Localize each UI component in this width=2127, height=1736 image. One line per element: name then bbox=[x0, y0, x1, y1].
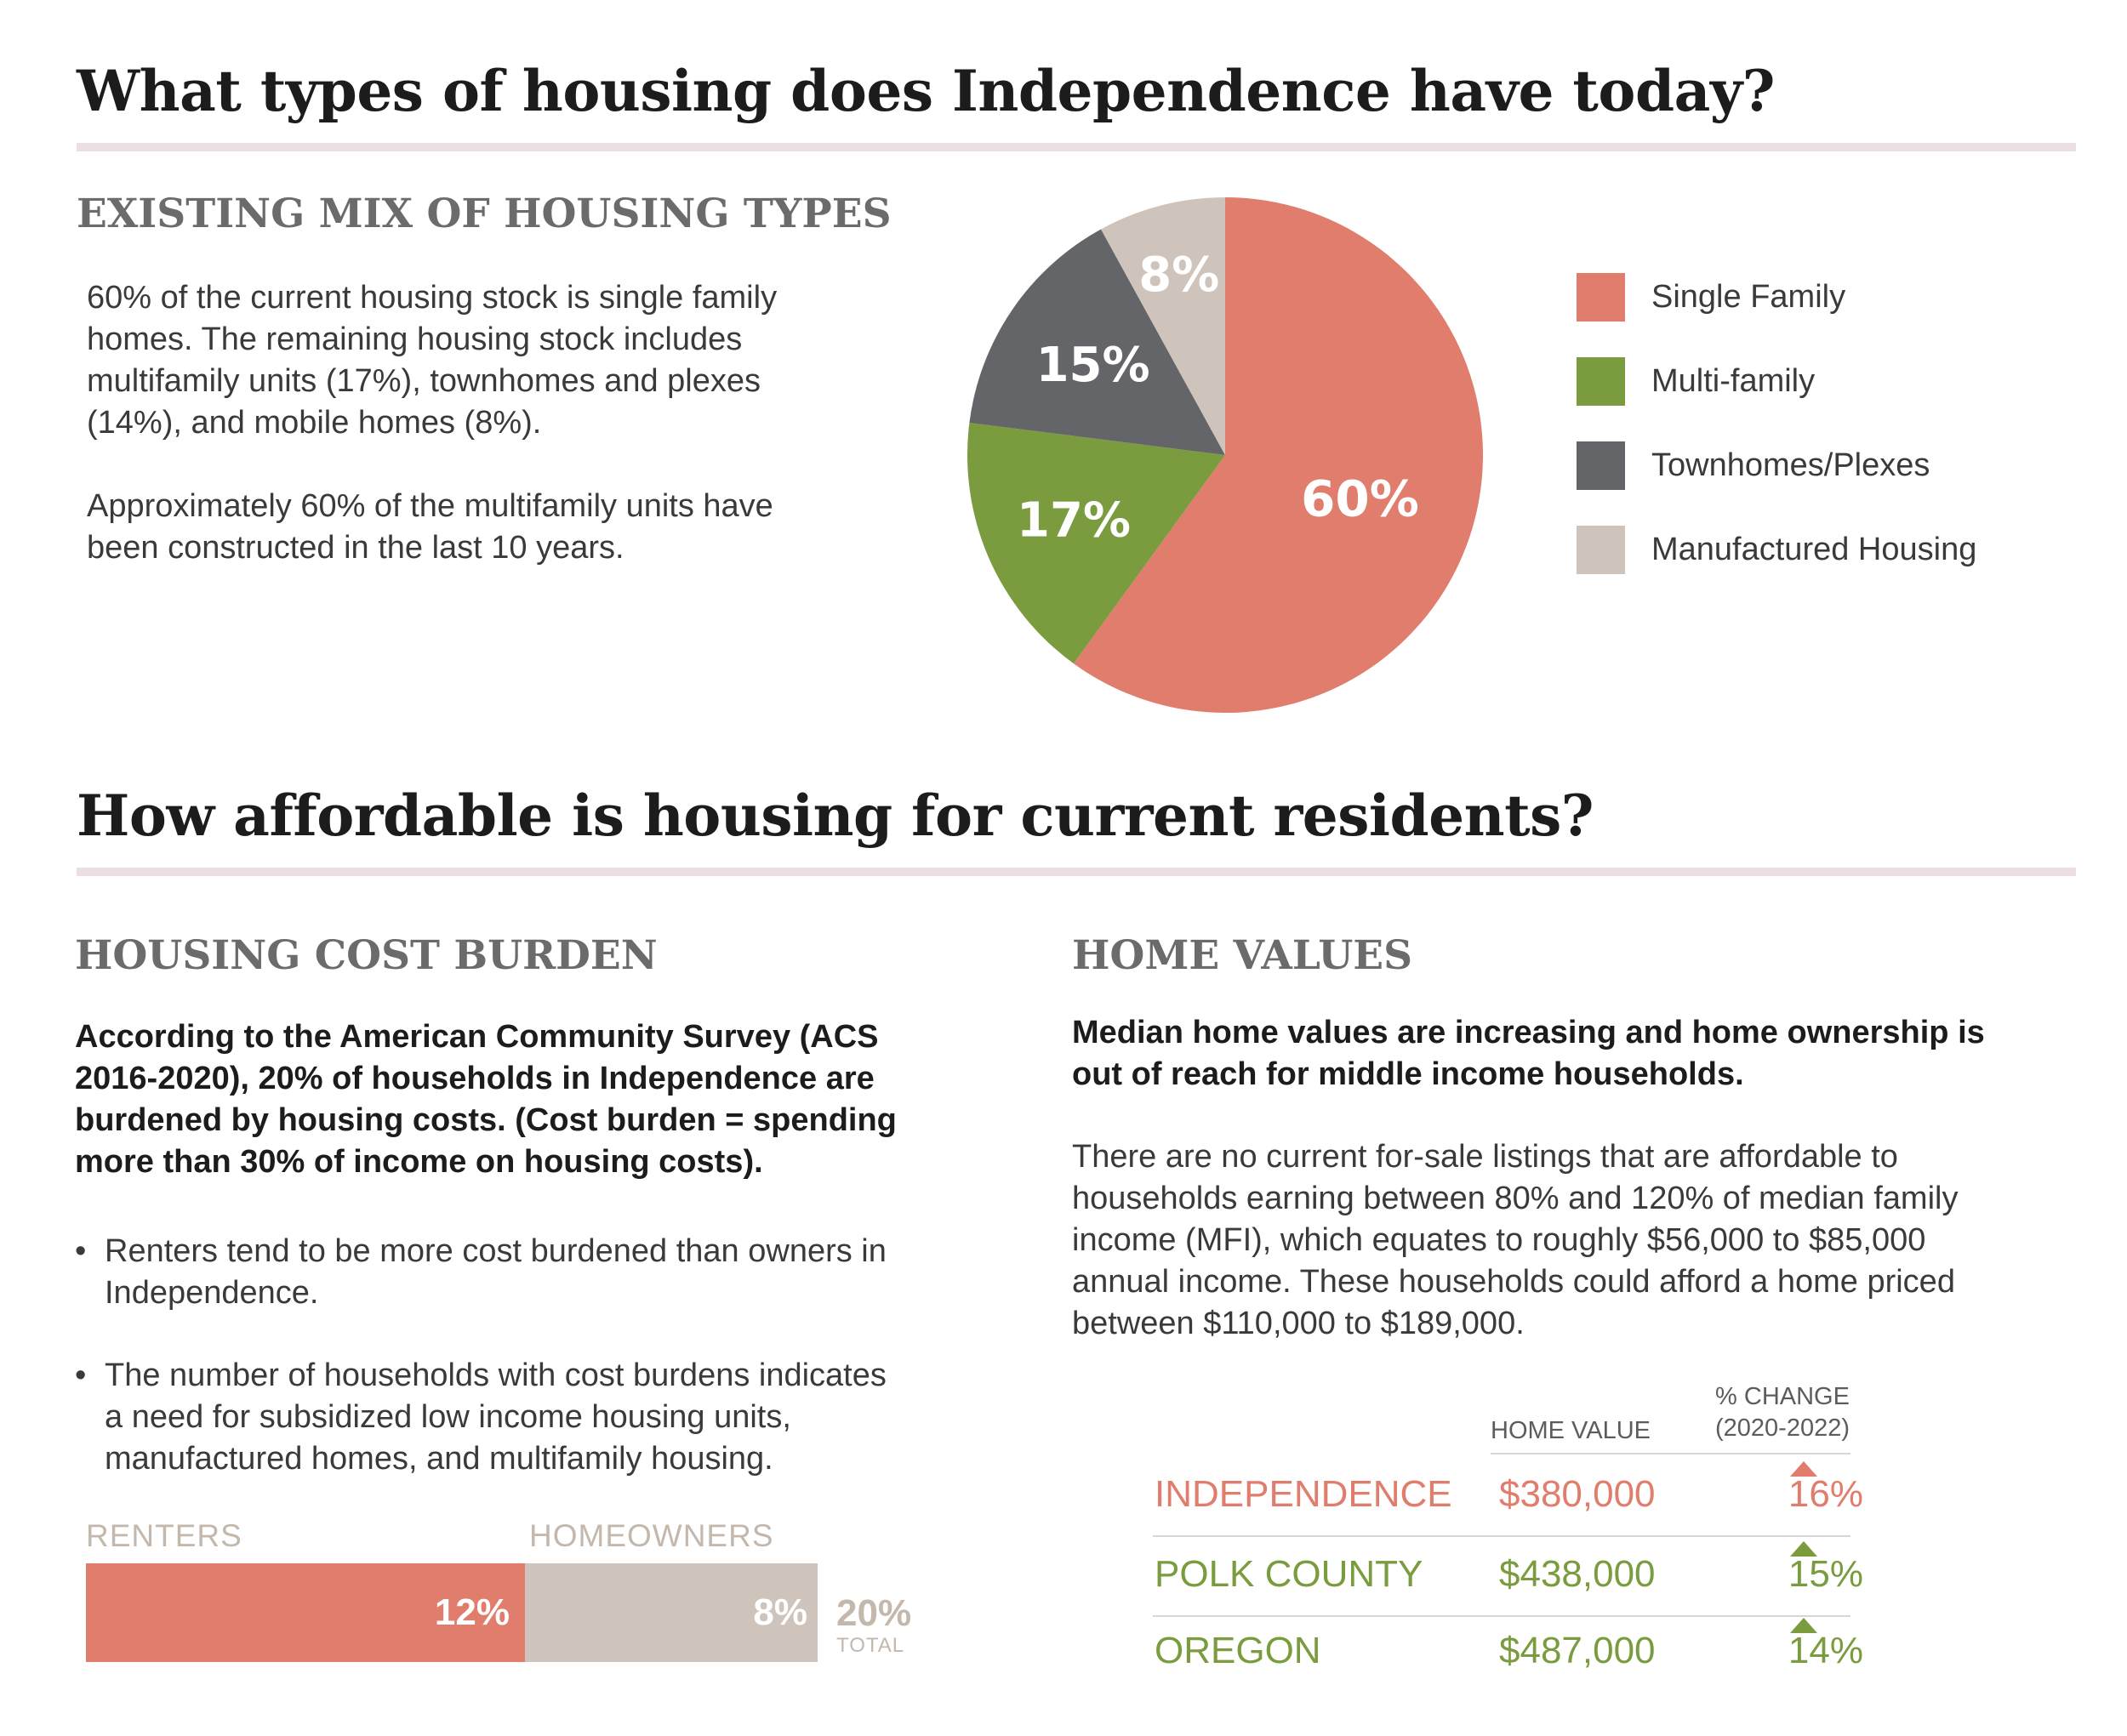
increase-arrow-icon bbox=[1790, 1618, 1817, 1633]
total-label: TOTAL bbox=[836, 1634, 905, 1657]
legend-label: Townhomes/Plexes bbox=[1651, 447, 1930, 483]
homeowners-bar: 8% bbox=[525, 1563, 818, 1662]
increase-arrow-icon bbox=[1790, 1541, 1817, 1557]
pie-slice-multi-family bbox=[967, 423, 1225, 664]
paragraph-line: There are no current for-sale listings t… bbox=[1072, 1139, 1898, 1175]
row-percent-change: 15% bbox=[1788, 1553, 1863, 1595]
row-percent-change: 16% bbox=[1788, 1473, 1863, 1515]
paragraph-line: 60% of the current housing stock is sing… bbox=[87, 280, 778, 316]
bullet-dot: • bbox=[75, 1233, 87, 1269]
intro-line: 2016-2020), 20% of households in Indepen… bbox=[75, 1061, 875, 1096]
col-header-change: % CHANGE (2020-2022) bbox=[1702, 1383, 1863, 1443]
table-row-divider bbox=[1153, 1535, 1850, 1537]
paragraph-line: annual income. These households could af… bbox=[1072, 1264, 1955, 1300]
table-row-divider bbox=[1153, 1615, 1850, 1617]
homeowners-label: HOMEOWNERS bbox=[529, 1518, 774, 1553]
home-values-paragraph: There are no current for-sale listings t… bbox=[1072, 1136, 2076, 1345]
row-home-value: $380,000 bbox=[1499, 1473, 1656, 1515]
bullet-dot: • bbox=[75, 1357, 87, 1393]
section1-title: What types of housing does Independence … bbox=[77, 58, 1775, 124]
legend-item-multi-family: Multi-family bbox=[1577, 357, 1815, 406]
intro-line: burdened by housing costs. (Cost burden … bbox=[75, 1102, 897, 1138]
legend-label: Single Family bbox=[1651, 279, 1846, 315]
row-location: INDEPENDENCE bbox=[1155, 1473, 1452, 1515]
legend-swatch bbox=[1577, 441, 1625, 490]
pie-slice-label: 15% bbox=[1036, 338, 1150, 393]
col-header-change-line: % CHANGE bbox=[1715, 1383, 1850, 1410]
legend-label: Multi-family bbox=[1651, 363, 1816, 399]
pie-slice-single-family bbox=[1073, 197, 1483, 713]
pie-slice-townhomes-plexes bbox=[969, 229, 1225, 455]
pie-slice-manufactured-housing bbox=[1101, 197, 1225, 455]
bullet-line: manufactured homes, and multifamily hous… bbox=[105, 1441, 773, 1477]
section1-divider bbox=[77, 143, 2076, 151]
renters-bar: 12% bbox=[86, 1563, 525, 1662]
section2-title: How affordable is housing for current re… bbox=[77, 783, 1594, 849]
housing-mix-paragraph-2: Approximately 60% of the multifamily uni… bbox=[87, 486, 938, 569]
legend-label: Manufactured Housing bbox=[1651, 532, 1977, 567]
row-location: POLK COUNTY bbox=[1155, 1553, 1423, 1595]
housing-mix-subtitle: EXISTING MIX OF HOUSING TYPES bbox=[77, 191, 892, 237]
cost-burden-subtitle: HOUSING COST BURDEN bbox=[75, 932, 658, 979]
home-values-subtitle: HOME VALUES bbox=[1072, 932, 1413, 979]
intro-line: out of reach for middle income household… bbox=[1072, 1056, 1744, 1092]
bullet-line: a need for subsidized low income housing… bbox=[105, 1399, 791, 1435]
col-header-home-value: HOME VALUE bbox=[1491, 1417, 1651, 1444]
bullet-line: Independence. bbox=[105, 1275, 319, 1311]
total-block: 20% TOTAL bbox=[836, 1595, 911, 1658]
pie-slice-label: 17% bbox=[1017, 493, 1131, 549]
paragraph-line: between $110,000 to $189,000. bbox=[1072, 1306, 1525, 1341]
intro-line: According to the American Community Surv… bbox=[75, 1019, 879, 1055]
renters-label: RENTERS bbox=[86, 1518, 242, 1553]
paragraph-line: multifamily units (17%), townhomes and p… bbox=[87, 363, 761, 399]
paragraph-line: homes. The remaining housing stock inclu… bbox=[87, 322, 743, 357]
home-values-intro: Median home values are increasing and ho… bbox=[1072, 1012, 2076, 1096]
renters-value: 12% bbox=[434, 1591, 510, 1633]
row-location: OREGON bbox=[1155, 1630, 1321, 1671]
housing-mix-pie-chart: 60% 17% 15% 8% bbox=[967, 197, 1483, 713]
row-percent-change: 14% bbox=[1788, 1630, 1863, 1671]
paragraph-line: been constructed in the last 10 years. bbox=[87, 530, 624, 566]
paragraph-line: Approximately 60% of the multifamily uni… bbox=[87, 488, 773, 524]
table-divider bbox=[1491, 1453, 1850, 1454]
col-header-change-line: (2020-2022) bbox=[1715, 1414, 1850, 1442]
pie-slice-label: 8% bbox=[1138, 248, 1219, 303]
increase-arrow-icon bbox=[1790, 1461, 1817, 1477]
row-home-value: $487,000 bbox=[1499, 1630, 1656, 1671]
bullet-line: The number of households with cost burde… bbox=[105, 1357, 887, 1393]
paragraph-line: households earning between 80% and 120% … bbox=[1072, 1181, 1959, 1216]
intro-line: more than 30% of income on housing costs… bbox=[75, 1144, 763, 1180]
legend-swatch bbox=[1577, 357, 1625, 406]
legend-swatch bbox=[1577, 273, 1625, 322]
legend-item-single-family: Single Family bbox=[1577, 273, 1845, 322]
legend-item-townhomes: Townhomes/Plexes bbox=[1577, 441, 1930, 490]
legend-item-manufactured: Manufactured Housing bbox=[1577, 526, 1976, 574]
bullet-line: Renters tend to be more cost burdened th… bbox=[105, 1233, 887, 1269]
paragraph-line: (14%), and mobile homes (8%). bbox=[87, 405, 542, 441]
homeowners-value: 8% bbox=[753, 1591, 807, 1633]
intro-line: Median home values are increasing and ho… bbox=[1072, 1015, 1985, 1050]
pie-slice-label: 60% bbox=[1301, 470, 1419, 527]
paragraph-line: income (MFI), which equates to roughly $… bbox=[1072, 1222, 1926, 1258]
housing-mix-paragraph-1: 60% of the current housing stock is sing… bbox=[87, 277, 938, 444]
row-home-value: $438,000 bbox=[1499, 1553, 1656, 1595]
section2-divider bbox=[77, 868, 2076, 876]
legend-swatch bbox=[1577, 526, 1625, 574]
cost-burden-intro: According to the American Community Surv… bbox=[75, 1016, 1019, 1183]
total-value: 20% bbox=[836, 1592, 912, 1634]
